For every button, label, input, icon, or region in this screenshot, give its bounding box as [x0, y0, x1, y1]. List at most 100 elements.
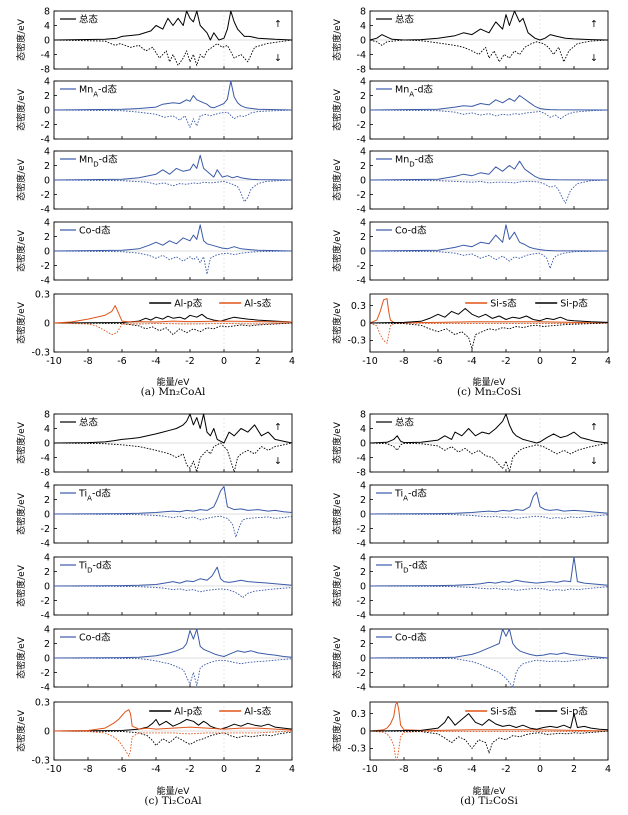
y-tick-label: 0 [44, 105, 50, 116]
y-tick-label: 0 [360, 653, 366, 664]
y-tick-label: 8 [360, 409, 366, 420]
x-tick-label: -4 [467, 356, 476, 367]
y-tick-label: 0.3 [351, 709, 366, 720]
spin-up-arrow-icon: ↑ [590, 422, 598, 433]
y-tick-label: 4 [44, 146, 50, 157]
x-axis-label: 能量/eV [157, 376, 191, 388]
y-tick-label: 8 [360, 6, 366, 17]
x-tick-label: -8 [83, 764, 92, 775]
series-line-spin-down [53, 730, 293, 746]
y-tick-label: 4 [360, 21, 366, 32]
series-line-spin-down [53, 322, 293, 336]
legend-label: MnD-d态 [395, 154, 434, 169]
series-line-spin-down [369, 250, 609, 269]
y-axis-label: 态密度/eV [15, 492, 27, 535]
y-tick-label: 4 [44, 21, 50, 32]
y-tick-label: 0 [360, 318, 366, 329]
dos-panel: 4 2 0 -2 -4 态密度/eV Co-d态 [331, 624, 609, 693]
y-tick-label: 0 [44, 438, 50, 449]
y-tick-label: 4 [360, 217, 366, 228]
series-line-spin-down [53, 730, 293, 757]
y-tick-label: 4 [360, 480, 366, 491]
x-tick-label: -4 [151, 356, 160, 367]
dos-panel: 4 2 0 -2 -4 态密度/eV MnD-d态 [331, 146, 609, 215]
chart-title: (d) Ti₂CoSi [460, 795, 518, 807]
x-axis-label: 能量/eV [473, 376, 507, 388]
y-tick-label: -4 [41, 453, 50, 464]
series-line-spin-down [369, 585, 609, 591]
spin-up-arrow-icon: ↑ [274, 19, 282, 30]
y-tick-label: 4 [360, 624, 366, 635]
y-tick-label: 0 [44, 581, 50, 592]
legend-label: Al-p态 [174, 298, 203, 310]
y-tick-label: -0.3 [31, 755, 50, 766]
y-tick-label: -4 [357, 275, 366, 286]
dos-panel: 4 2 0 -2 -4 态密度/eV MnA-d态 [15, 76, 293, 145]
y-axis-label: 态密度/eV [15, 564, 27, 607]
y-tick-label: -4 [41, 538, 50, 549]
series-line-spin-up [53, 718, 293, 732]
y-tick-label: -4 [41, 50, 50, 61]
y-tick-label: 4 [44, 76, 50, 87]
y-tick-label: -4 [41, 682, 50, 693]
y-tick-label: 0.3 [351, 301, 366, 312]
series-line-spin-down [369, 657, 609, 688]
chart-title: (a) Mn₂CoAl [141, 386, 206, 398]
legend-label: Al-s态 [244, 706, 272, 718]
y-axis-label: 态密度/eV [331, 229, 343, 272]
y-tick-label: -8 [41, 64, 50, 75]
x-tick-label: 4 [289, 764, 295, 775]
legend-label: TiA-d态 [394, 488, 427, 503]
dos-panel: 4 2 0 -2 -4 态密度/eV TiD-d态 [15, 552, 293, 621]
series-line-spin-up [369, 10, 609, 41]
dos-panel: 8 4 0 -4 -8 态密度/eV 总态 ↑ ↓ [15, 6, 293, 75]
x-tick-label: -6 [117, 356, 126, 367]
legend-label: Si-s态 [490, 298, 517, 310]
legend-label: Si-p态 [560, 298, 588, 310]
legend-label: Al-p态 [174, 706, 203, 718]
y-tick-label: 4 [360, 76, 366, 87]
x-tick-label: 2 [255, 356, 261, 367]
dos-panel: 4 2 0 -2 -4 态密度/eV Co-d态 [331, 217, 609, 286]
y-tick-label: 0 [44, 509, 50, 520]
y-tick-label: 2 [360, 495, 366, 506]
y-tick-label: 2 [360, 91, 366, 102]
y-tick-label: 8 [44, 409, 50, 420]
series-line-spin-up [53, 628, 293, 659]
series-line-spin-up [53, 566, 293, 587]
x-tick-label: -8 [83, 356, 92, 367]
y-tick-label: -0.3 [347, 744, 366, 755]
series-line-spin-up [369, 491, 609, 515]
x-tick-label: 4 [605, 764, 611, 775]
spin-down-arrow-icon: ↓ [590, 456, 598, 467]
x-tick-label: -4 [467, 764, 476, 775]
series-line-spin-down [369, 442, 609, 473]
legend-label: Si-s态 [490, 706, 517, 718]
series-line-spin-down [53, 585, 293, 599]
y-tick-label: -0.3 [347, 336, 366, 347]
y-axis-label: 态密度/eV [331, 18, 343, 61]
dos-panel: 8 4 0 -4 -8 态密度/eV 总态 ↑ ↓ [331, 409, 609, 478]
legend-label: TiA-d态 [78, 488, 111, 503]
y-axis-label: 态密度/eV [15, 229, 27, 272]
chart-title: (c) Ti₂CoAl [144, 795, 202, 807]
x-tick-label: -6 [433, 356, 442, 367]
legend-label: 总态 [395, 417, 415, 429]
y-tick-label: 2 [44, 639, 50, 650]
y-tick-label: 4 [44, 624, 50, 635]
x-tick-label: -4 [151, 764, 160, 775]
x-tick-label: -10 [46, 356, 62, 367]
x-tick-label: 0 [221, 764, 227, 775]
y-tick-label: 4 [44, 217, 50, 228]
series-line-spin-down [369, 730, 609, 761]
chart-1: 8 4 0 -4 -8 态密度/eV 总态 ↑ ↓ 4 2 0 -2 -4 态密度/eV MnA-d态 4 2 0 -… [15, 6, 295, 398]
y-tick-label: 2 [44, 495, 50, 506]
x-axis-label: 能量/eV [157, 785, 191, 797]
legend-label: TiD-d态 [394, 560, 428, 575]
y-tick-label: -4 [357, 50, 366, 61]
y-axis-label: 态密度/eV [331, 564, 343, 607]
legend-label: Co-d态 [395, 225, 427, 237]
legend-label: MnA-d态 [79, 84, 117, 99]
y-axis-label: 态密度/eV [331, 492, 343, 535]
series-line-spin-up [53, 154, 293, 181]
